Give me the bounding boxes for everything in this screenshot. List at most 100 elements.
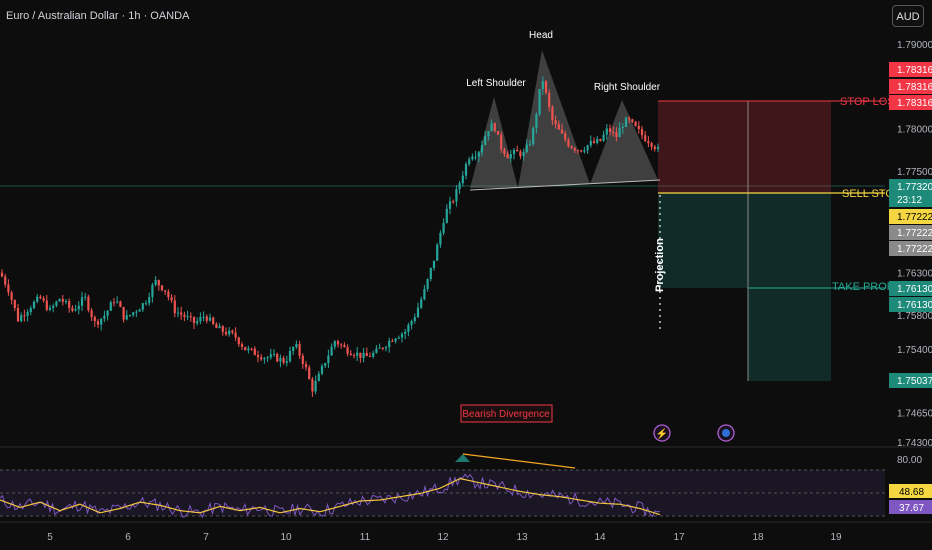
candle-body xyxy=(343,345,346,348)
candle-body xyxy=(615,132,618,138)
candle-body xyxy=(519,151,522,157)
candle-body xyxy=(391,340,394,342)
candle-body xyxy=(634,121,637,126)
flash-event-icon[interactable] xyxy=(653,424,671,442)
candle-body xyxy=(282,357,285,363)
candle-body xyxy=(45,300,48,310)
candle-body xyxy=(442,222,445,233)
candle-body xyxy=(349,353,352,356)
candle-body xyxy=(167,291,170,298)
candle-body xyxy=(128,315,132,317)
candle-body xyxy=(493,123,496,131)
candle-body xyxy=(314,380,317,392)
candle-body xyxy=(90,310,93,317)
candle-body xyxy=(192,316,196,324)
candle-body xyxy=(74,309,77,311)
candle-body xyxy=(256,355,260,358)
candle-body xyxy=(506,154,509,159)
candle-body xyxy=(26,311,29,316)
candle-body xyxy=(298,344,301,356)
candle-body xyxy=(4,276,7,285)
candle-body xyxy=(151,284,154,298)
candle-body xyxy=(564,133,567,140)
price-badge-value: 1.76130 xyxy=(897,284,932,295)
candle-body xyxy=(429,267,432,280)
candle-body xyxy=(263,358,266,360)
candle-body xyxy=(292,347,295,351)
candle-body xyxy=(199,316,202,322)
rsi-divergence-trendline xyxy=(462,453,576,469)
candle-body xyxy=(186,316,189,318)
candle-body xyxy=(109,302,112,311)
candle-body xyxy=(560,129,564,134)
candle-body xyxy=(288,350,292,362)
head-label: Head xyxy=(529,30,553,41)
candle-body xyxy=(394,338,397,342)
candle-body xyxy=(500,134,503,150)
bearish-divergence-label: Bearish Divergence xyxy=(462,409,550,420)
price-badge xyxy=(889,241,932,256)
candle-body xyxy=(336,341,340,345)
price-badge xyxy=(889,62,932,77)
candle-body xyxy=(599,138,602,141)
candle-body xyxy=(439,232,442,245)
candle-body xyxy=(612,131,615,133)
candle-body xyxy=(522,152,525,157)
candle-body xyxy=(148,297,151,304)
candle-body xyxy=(605,128,608,135)
candle-body xyxy=(378,347,381,349)
candle-body xyxy=(237,337,240,345)
y-tick-label: 1.78000 xyxy=(897,125,932,136)
candle-body xyxy=(218,326,221,329)
candle-body xyxy=(16,307,20,322)
candle-body xyxy=(196,321,199,324)
candle-body xyxy=(448,201,452,209)
candle-body xyxy=(71,307,74,311)
x-tick-label: 5 xyxy=(47,532,53,543)
candle-body xyxy=(42,298,45,301)
head-shape xyxy=(518,50,590,188)
candle-body xyxy=(141,303,144,310)
candle-body xyxy=(624,117,628,127)
candle-body xyxy=(573,148,576,151)
flag-icon xyxy=(722,429,730,437)
y-tick-label: 1.74300 xyxy=(897,438,932,449)
candle-body xyxy=(384,347,388,349)
candle-body xyxy=(311,379,314,392)
candle-body xyxy=(365,352,368,357)
take-profit-zone xyxy=(658,193,748,288)
x-tick-label: 6 xyxy=(125,532,131,543)
candle-body xyxy=(266,357,269,359)
stop-loss-zone xyxy=(658,101,831,193)
candle-body xyxy=(631,119,634,122)
candle-body xyxy=(535,114,538,129)
candle-body xyxy=(416,307,420,318)
candle-body xyxy=(106,310,109,316)
price-badge xyxy=(889,179,932,194)
candle-body xyxy=(250,348,253,350)
currency-button[interactable]: AUD xyxy=(892,5,924,27)
candle-body xyxy=(308,367,311,380)
candle-body xyxy=(215,324,218,329)
candle-body xyxy=(596,138,599,143)
candle-body xyxy=(381,347,384,349)
candle-body xyxy=(420,299,423,308)
candle-body xyxy=(32,301,36,309)
candle-body xyxy=(432,260,436,268)
left-shoulder-shape xyxy=(470,97,518,188)
price-badge xyxy=(889,95,932,110)
candle-body xyxy=(180,312,183,315)
candle-body xyxy=(541,81,544,90)
candle-body xyxy=(20,315,23,322)
candle-body xyxy=(628,117,631,120)
candle-body xyxy=(647,141,650,144)
candle-body xyxy=(592,141,596,143)
y-tick-label: 1.77500 xyxy=(897,167,932,178)
candle-body xyxy=(212,317,215,325)
candle-body xyxy=(618,127,621,138)
price-badge xyxy=(889,79,932,94)
candle-body xyxy=(320,365,324,374)
candle-body xyxy=(586,145,589,151)
candle-body xyxy=(231,330,234,333)
